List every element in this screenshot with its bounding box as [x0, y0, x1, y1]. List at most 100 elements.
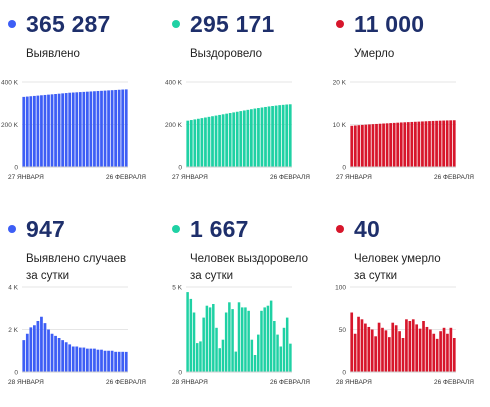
bar: [360, 124, 364, 167]
stat-value: 295 171: [190, 10, 275, 37]
chart-deaths-total: 0 10 K 20 K 27 ЯНВАРЯ 26 ФЕВРАЛЯ: [328, 74, 483, 191]
y-tick-label: 200 K: [165, 122, 183, 129]
bar: [435, 338, 439, 372]
bar: [193, 119, 197, 167]
bar: [422, 321, 425, 372]
bar: [212, 304, 215, 372]
bar: [353, 333, 357, 372]
bar: [364, 323, 367, 372]
chart-svg: 0 50 100 28 ЯНВАРЯ 26 ФЕВРАЛЯ: [335, 285, 474, 387]
stat-value: 365 287: [26, 10, 111, 37]
y-tick-label: 400 K: [165, 80, 183, 87]
bar: [40, 95, 43, 167]
bar: [389, 123, 393, 167]
bar: [96, 91, 100, 167]
bar: [82, 91, 86, 167]
bar: [192, 312, 196, 372]
bar: [399, 122, 403, 167]
bar: [425, 326, 429, 372]
x-label-end: 26 ФЕВРАЛЯ: [106, 379, 146, 386]
bar: [110, 90, 114, 167]
y-tick-label: 100: [335, 285, 346, 292]
bar: [89, 91, 93, 167]
bar: [68, 344, 72, 373]
bar: [32, 95, 36, 167]
bar: [124, 351, 128, 372]
bar: [421, 121, 424, 167]
blue-dot-icon: [8, 20, 16, 28]
bar: [279, 346, 283, 372]
bar: [378, 123, 382, 167]
bar: [424, 121, 428, 167]
y-tick-label: 10 K: [333, 122, 347, 129]
panel-recovered-daily: 1 667 Человек выздоровело за сутки 0 5 K 2…: [164, 205, 324, 405]
stat-value: 1 667: [190, 215, 249, 242]
y-tick-label: 0: [342, 165, 346, 172]
bar: [100, 349, 103, 372]
x-label-end: 26 ФЕВРАЛЯ: [434, 379, 474, 386]
x-label-start: 28 ЯНВАРЯ: [8, 379, 44, 386]
bar: [36, 321, 40, 372]
bar: [360, 319, 364, 372]
bar: [25, 96, 29, 167]
bar: [71, 92, 75, 167]
bar: [289, 343, 292, 372]
bar: [50, 333, 54, 372]
x-label-end: 26 ФЕВРАЛЯ: [270, 379, 310, 386]
panel-cases-total: 365 287 Выявлено 0 200 K 400 K 27 ЯНВАРЯ 26 …: [0, 0, 160, 200]
bar: [64, 342, 68, 372]
x-label-end: 26 ФЕВРАЛЯ: [106, 174, 146, 181]
y-tick-label: 400 K: [1, 80, 19, 87]
chart-deaths-daily: 0 50 100 28 ЯНВАРЯ 26 ФЕВРАЛЯ: [328, 279, 483, 396]
bar: [224, 312, 228, 372]
stat-label: Выявлено случаев за сутки: [26, 251, 126, 285]
bar: [57, 93, 61, 167]
stat-header: 1 667: [172, 215, 249, 243]
chart-svg: 0 200 K 400 K 27 ЯНВАРЯ 26 ФЕВРАЛЯ: [165, 80, 310, 182]
bar: [200, 118, 204, 167]
bar: [117, 351, 121, 372]
x-label-start: 28 ЯНВАРЯ: [172, 379, 208, 386]
bar: [398, 331, 401, 372]
stat-label: Человек умерло за сутки: [354, 251, 441, 285]
bar: [244, 307, 247, 372]
bar: [442, 327, 446, 372]
bar: [228, 302, 231, 372]
stat-header: 947: [8, 215, 65, 243]
bar: [235, 111, 239, 167]
bar: [43, 323, 47, 372]
bar: [276, 334, 279, 372]
bar: [32, 325, 36, 372]
y-tick-label: 5 K: [172, 285, 182, 292]
y-tick-label: 0: [178, 165, 182, 172]
bar: [57, 338, 61, 372]
bar: [449, 120, 453, 167]
bar: [36, 95, 40, 167]
x-label-start: 27 ЯНВАРЯ: [8, 174, 44, 181]
bar: [271, 106, 274, 167]
bar: [410, 121, 414, 167]
bar: [429, 329, 432, 372]
bar: [93, 348, 96, 373]
y-tick-label: 2 K: [8, 327, 18, 334]
bar: [195, 343, 199, 372]
stat-label-line: Человек выздоровело: [190, 253, 309, 265]
bar: [103, 350, 107, 372]
stat-label: Выздоровело: [190, 46, 262, 63]
bar: [199, 341, 202, 372]
bar: [237, 302, 241, 372]
bar: [208, 307, 212, 372]
bar: [50, 94, 54, 167]
bar: [382, 123, 385, 167]
bar: [413, 121, 417, 167]
bar: [285, 104, 289, 167]
y-tick-label: 0: [342, 370, 346, 377]
bar: [394, 325, 398, 372]
bar: [43, 94, 47, 167]
bar: [452, 338, 456, 372]
bar: [78, 92, 82, 167]
bar: [246, 109, 250, 167]
bar: [107, 90, 110, 167]
bar: [253, 355, 257, 372]
bar: [215, 327, 218, 372]
